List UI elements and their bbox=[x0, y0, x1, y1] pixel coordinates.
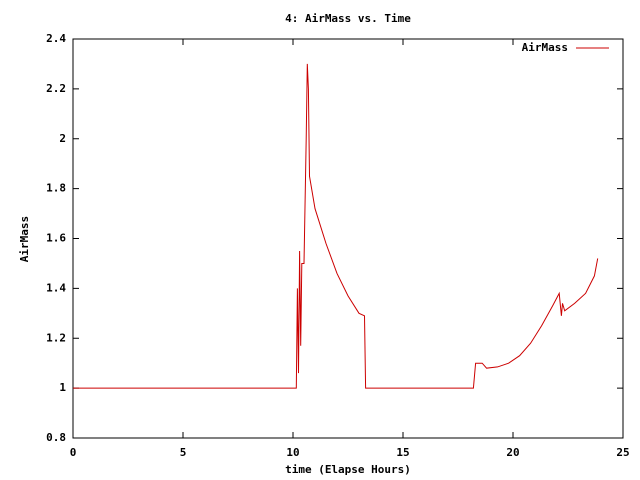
x-tick-label: 0 bbox=[70, 446, 77, 459]
y-tick-label: 1 bbox=[59, 381, 66, 394]
chart-title: 4: AirMass vs. Time bbox=[285, 12, 411, 25]
x-tick-label: 5 bbox=[180, 446, 187, 459]
plot-frame bbox=[72, 38, 624, 439]
y-axis-label: AirMass bbox=[18, 216, 31, 262]
data-line bbox=[73, 63, 599, 389]
y-tick-label: 2 bbox=[59, 132, 66, 145]
y-tick-label: 0.8 bbox=[46, 431, 66, 444]
y-tick-label: 1.6 bbox=[46, 232, 66, 245]
legend-label: AirMass bbox=[522, 41, 568, 54]
x-tick-label: 15 bbox=[396, 446, 409, 459]
y-tick-label: 2.4 bbox=[46, 32, 66, 45]
y-tick-label: 1.2 bbox=[46, 331, 66, 344]
y-tick-label: 1.8 bbox=[46, 182, 66, 195]
x-axis-label: time (Elapse Hours) bbox=[285, 463, 411, 476]
x-tick-label: 10 bbox=[286, 446, 299, 459]
x-tick-label: 20 bbox=[506, 446, 519, 459]
y-tick-label: 1.4 bbox=[46, 281, 66, 294]
y-tick-label: 2.2 bbox=[46, 82, 66, 95]
x-tick-label: 25 bbox=[616, 446, 629, 459]
